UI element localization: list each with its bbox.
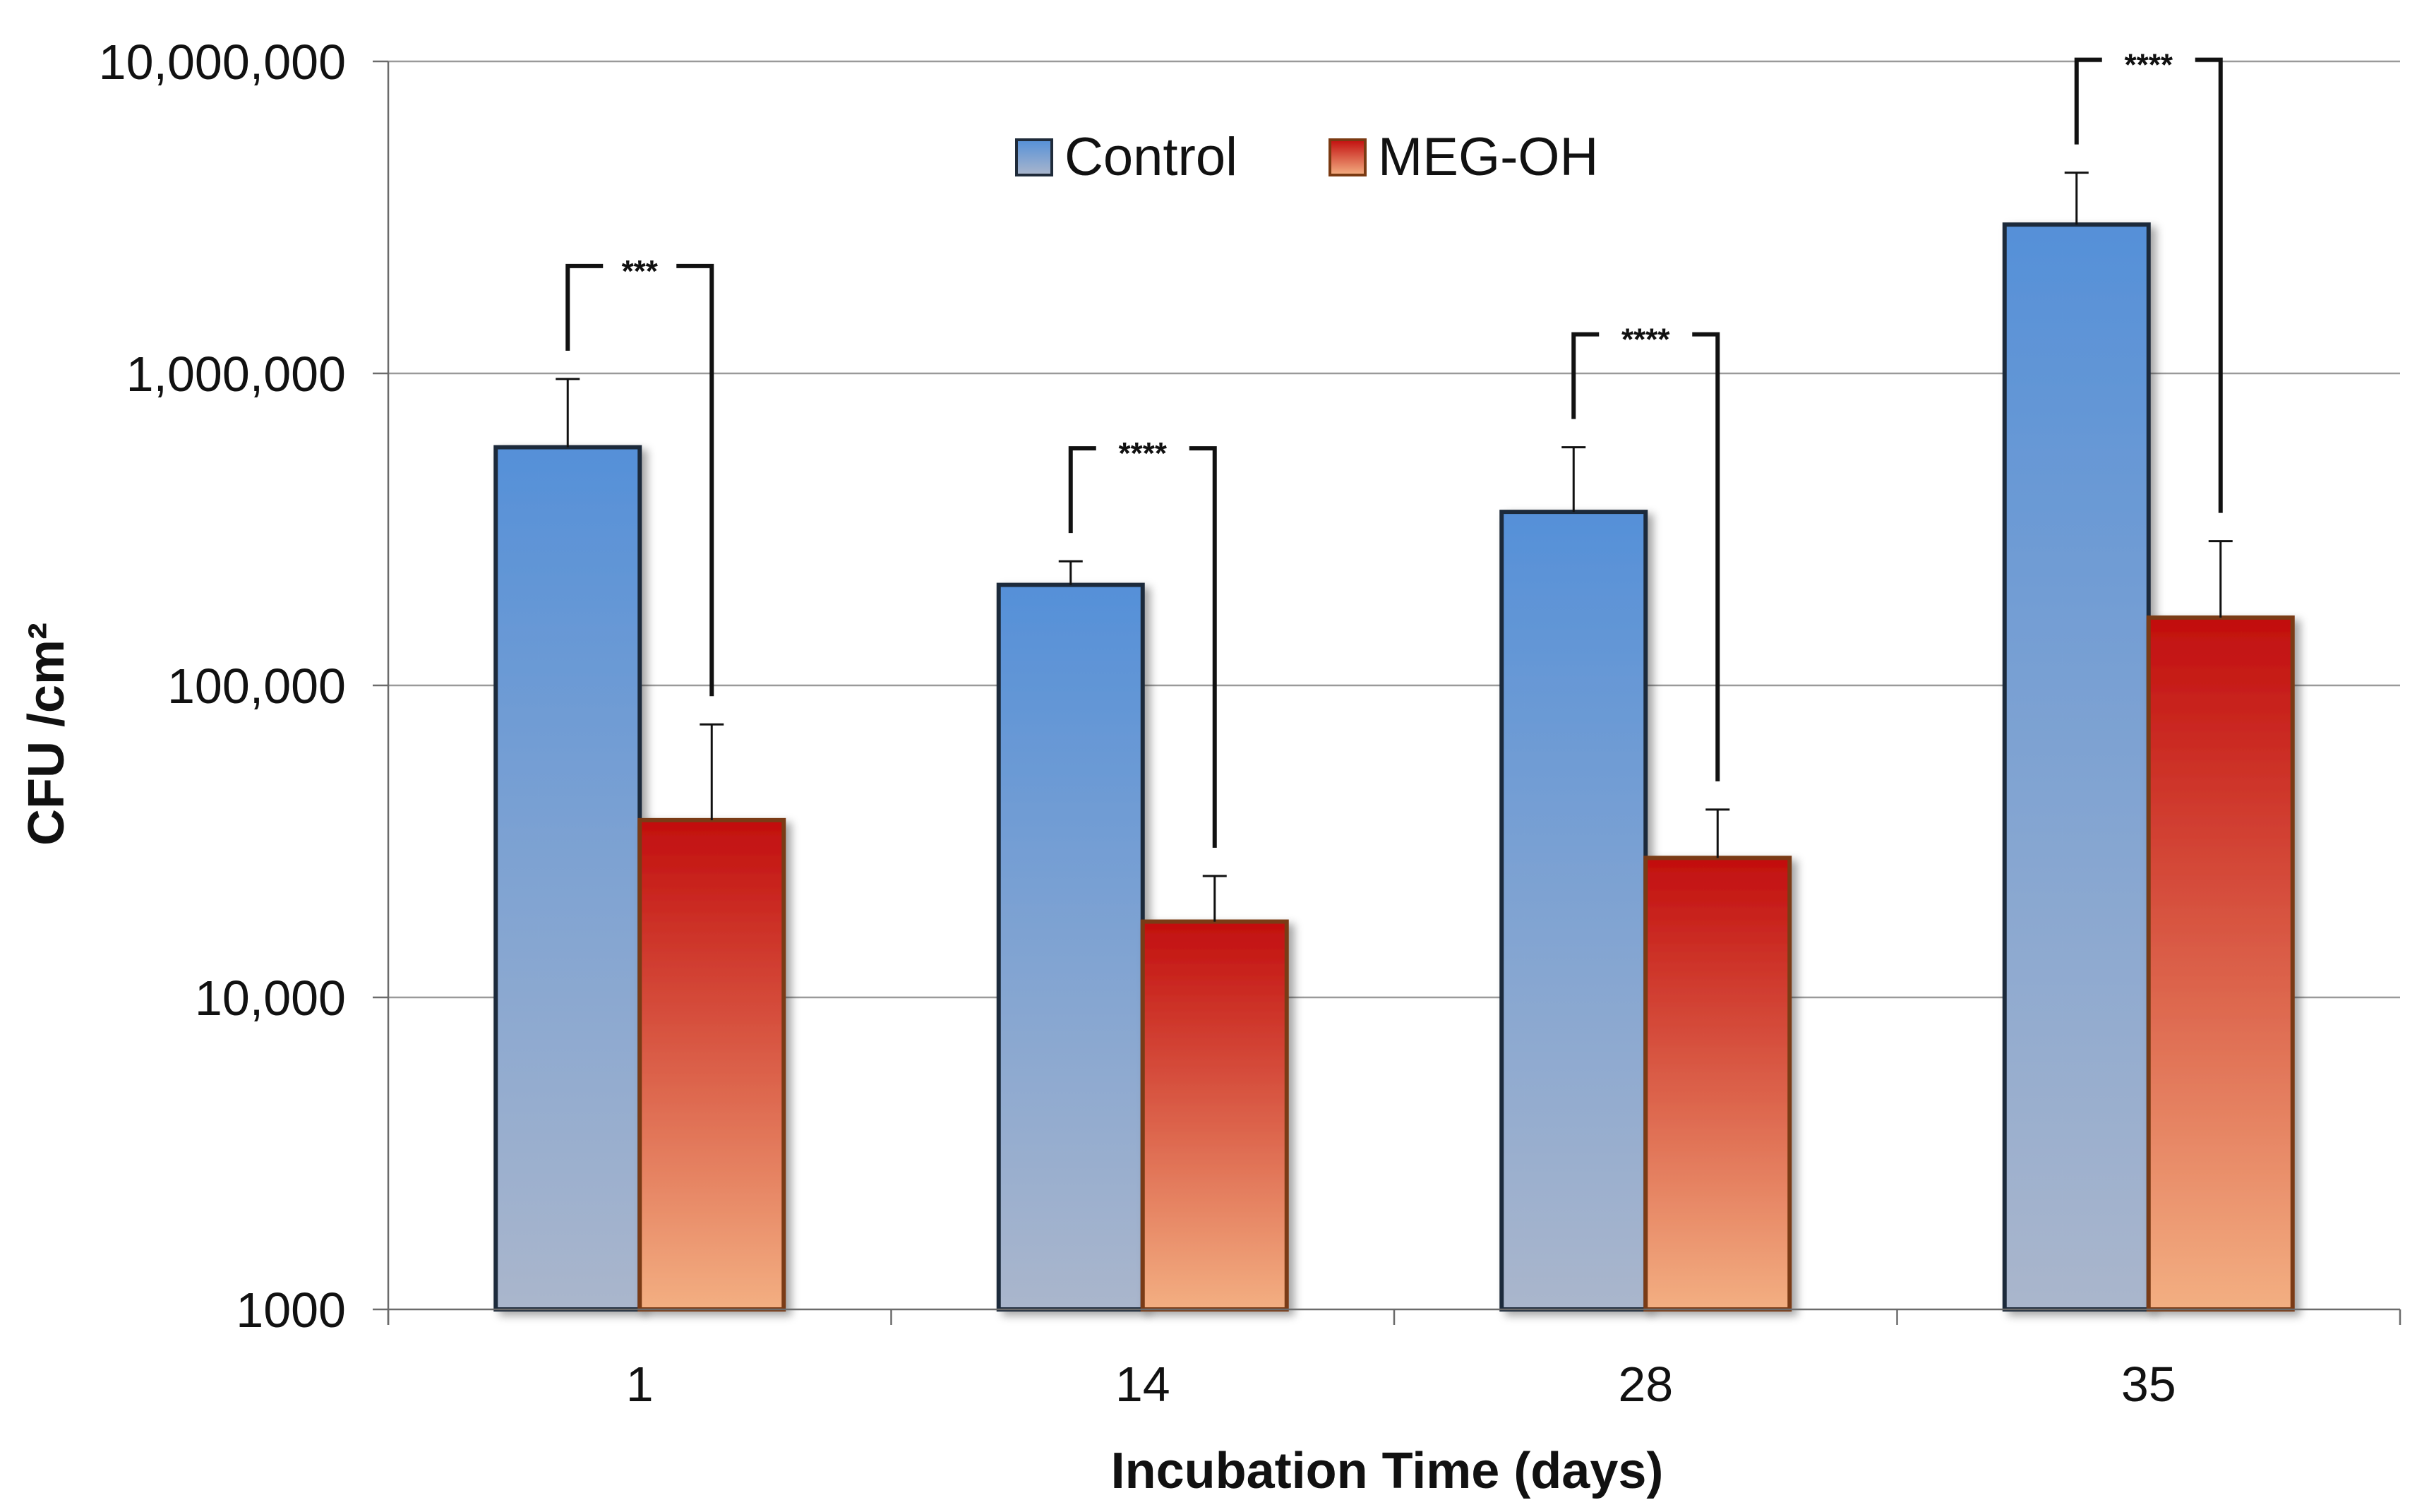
y-tick-label: 1000 <box>236 1283 346 1338</box>
significance-brackets: *************** <box>565 45 2223 848</box>
significance-label-bg <box>1599 320 1693 349</box>
significance-label-bg <box>1096 434 1189 463</box>
x-tick-label: 28 <box>1618 1357 1673 1412</box>
error-bars <box>556 172 2233 922</box>
bar-meg-oh <box>2146 615 2295 1312</box>
significance-label: **** <box>2125 48 2173 83</box>
bar-meg-oh <box>1643 856 1792 1312</box>
legend-label-control: Control <box>1064 127 1237 187</box>
y-tick-label: 10,000,000 <box>99 35 346 90</box>
legend-swatch-meg-oh <box>1329 138 1367 176</box>
significance-label: **** <box>1119 436 1168 471</box>
x-tick-label: 14 <box>1115 1357 1170 1412</box>
y-axis-title: CFU /cm² <box>18 623 75 846</box>
y-tick-label: 1,000,000 <box>126 347 346 402</box>
y-tick-label: 10,000 <box>195 971 346 1026</box>
x-axis-title: Incubation Time (days) <box>1111 1443 1664 1499</box>
significance-label: **** <box>1621 323 1670 357</box>
significance-label: *** <box>622 254 659 289</box>
bar-meg-oh <box>637 817 786 1312</box>
legend-label-meg-oh: MEG-OH <box>1378 127 1598 187</box>
significance-label-bg <box>603 251 677 280</box>
x-tick-label: 1 <box>626 1357 654 1412</box>
bar-control <box>2002 222 2151 1312</box>
bar-control <box>996 582 1145 1312</box>
y-tick-label: 100,000 <box>167 659 346 714</box>
axes: 1000 10,000 100,000 1,000,000 10,000,000 1 14 2… <box>99 35 2401 1412</box>
bars <box>493 222 2295 1312</box>
bar-meg-oh <box>1140 919 1289 1312</box>
bar-control <box>493 445 642 1312</box>
legend: Control MEG-OH <box>1015 127 1598 187</box>
legend-swatch-control <box>1015 138 1053 176</box>
bar-control <box>1499 510 1648 1312</box>
x-tick-label: 35 <box>2121 1357 2176 1412</box>
significance-label-bg <box>2101 45 2195 74</box>
